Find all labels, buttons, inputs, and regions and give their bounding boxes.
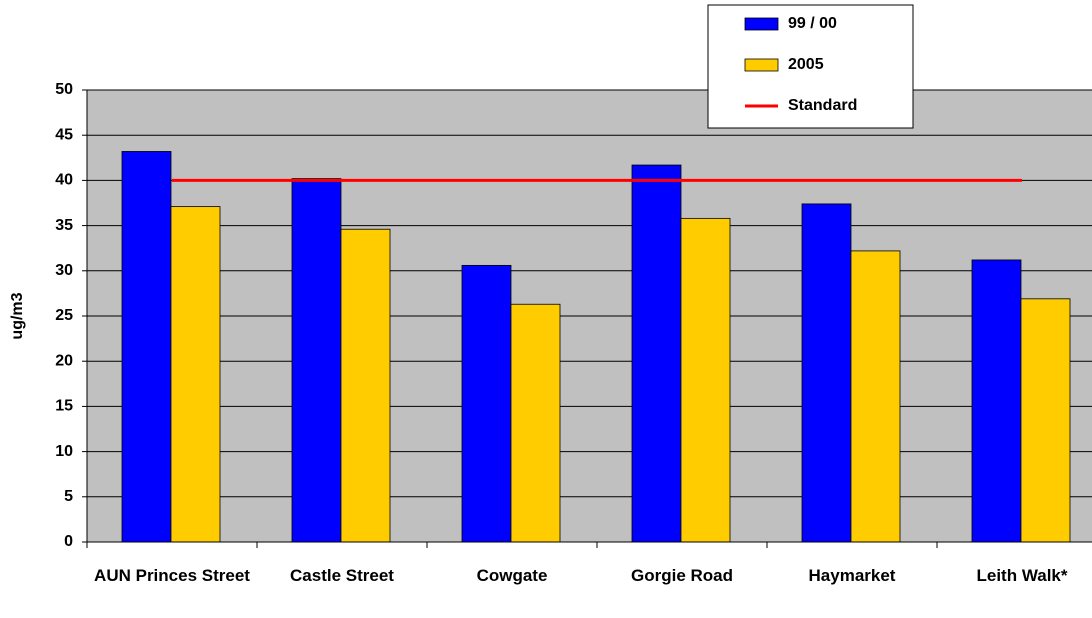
y-tick-label: 10: [55, 443, 73, 460]
legend-label: Standard: [788, 97, 857, 114]
x-tick-label: Gorgie Road: [630, 566, 733, 585]
y-tick-label: 20: [55, 352, 73, 369]
y-tick-label: 25: [55, 307, 73, 324]
bar: [801, 203, 852, 543]
bar: [461, 264, 512, 543]
bar: [680, 217, 731, 543]
y-tick-label: 15: [55, 398, 73, 415]
legend-label: 2005: [788, 56, 824, 73]
y-tick-label: 50: [55, 81, 73, 98]
x-tick-label: Haymarket: [808, 566, 896, 585]
x-tick-label: AUN Princes Street: [94, 566, 250, 585]
y-tick-label: 0: [64, 533, 73, 550]
bar: [971, 259, 1022, 543]
bar: [850, 250, 901, 543]
legend-swatch: [744, 58, 779, 72]
y-tick-label: 45: [55, 126, 73, 143]
bar: [121, 151, 172, 543]
y-tick-label: 35: [55, 217, 73, 234]
y-tick-label: 30: [55, 262, 73, 279]
y-axis-label: ug/m3: [9, 292, 26, 339]
bar: [340, 228, 391, 543]
bar: [170, 206, 221, 543]
bar: [510, 303, 561, 543]
legend-label: 99 / 00: [788, 15, 837, 32]
x-tick-label: Castle Street: [290, 566, 394, 585]
legend-box: [707, 4, 914, 129]
bar: [631, 164, 682, 543]
x-tick-label: Cowgate: [476, 566, 548, 585]
legend-swatch: [744, 17, 779, 31]
x-tick-label: Leith Walk*: [976, 566, 1068, 585]
y-tick-label: 5: [64, 488, 73, 505]
y-tick-label: 40: [55, 172, 73, 189]
bar: [1020, 298, 1071, 543]
bar: [291, 178, 342, 543]
